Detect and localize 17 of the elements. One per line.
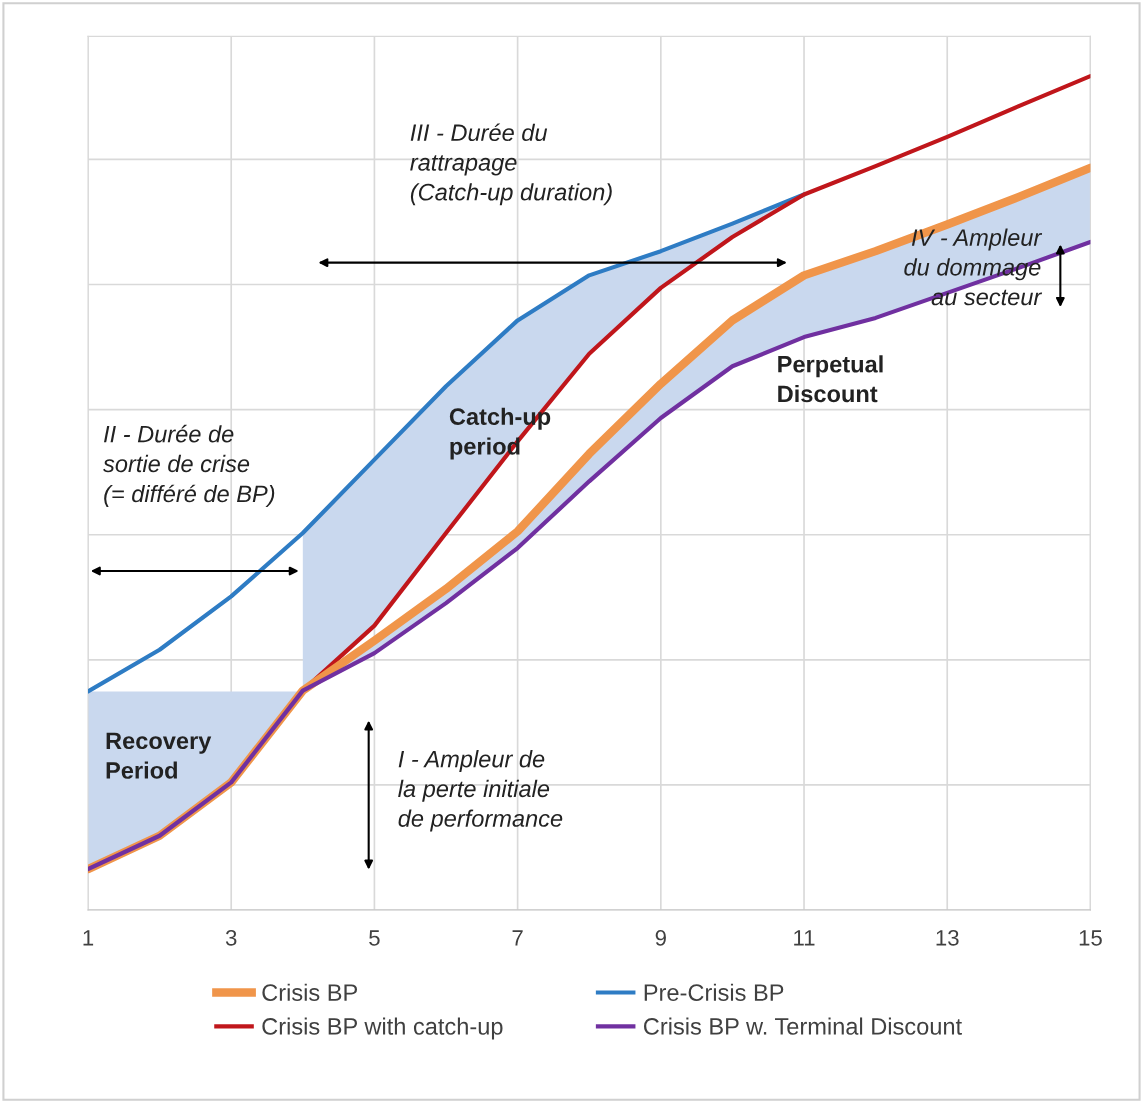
- x-tick-label: 15: [1079, 930, 1102, 946]
- x-tick-label: 13: [936, 930, 959, 946]
- annotation: I - Ampleur de la perte initiale de performance: [398, 750, 563, 832]
- legend-label: Crisis BP: [262, 983, 358, 1001]
- legend-label: Pre-Crisis BP: [644, 983, 784, 1001]
- x-tick-label: 5: [369, 930, 380, 946]
- annotation: Perpetual Discount: [778, 355, 883, 403]
- x-tick-label: 7: [512, 930, 523, 946]
- annotation: III - Durée du rattrapage (Catch-up duration): [410, 123, 612, 206]
- x-tick-label: 3: [225, 930, 237, 946]
- annotation: Recovery Period: [106, 732, 212, 779]
- x-tick-label: 9: [655, 930, 666, 946]
- annotation: II - Durée de sortie de crise (= différé de BP): [103, 424, 275, 507]
- x-tick-label: 1: [83, 930, 94, 946]
- legend-label: Crisis BP with catch-up: [262, 1017, 503, 1040]
- x-tick-label: 11: [794, 930, 815, 946]
- legend-label: Crisis BP w. Terminal Discount: [644, 1017, 962, 1035]
